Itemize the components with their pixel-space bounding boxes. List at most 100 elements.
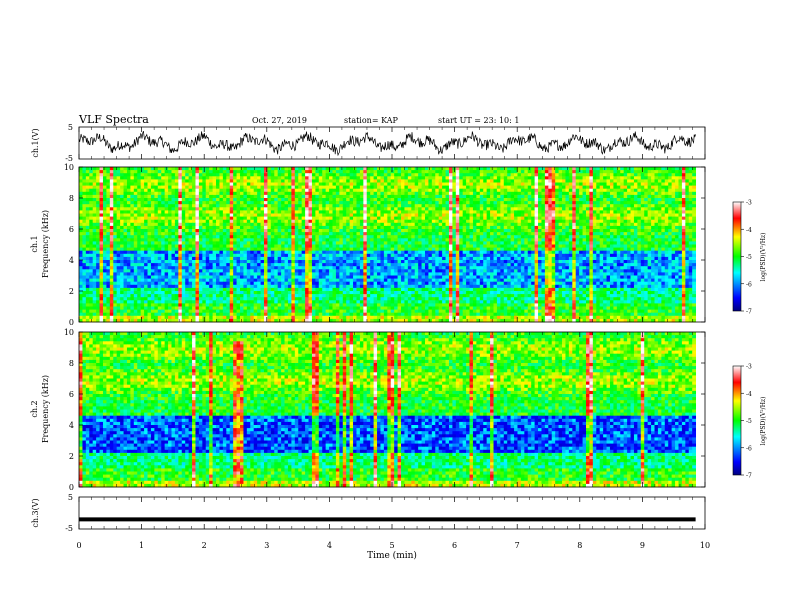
spectrogram-cell <box>599 188 604 193</box>
spectrogram-cell <box>305 210 309 214</box>
spectrogram-cell <box>510 188 515 193</box>
spectrogram-cell <box>562 167 566 171</box>
spectrogram-cell <box>692 179 697 183</box>
spectrogram-cell <box>311 176 316 180</box>
spectrogram-cell <box>452 194 457 199</box>
spectrogram-cell <box>435 235 440 239</box>
spectrogram-cell <box>116 201 121 205</box>
spectrogram-cell <box>496 247 501 252</box>
spectrogram-cell <box>517 213 522 217</box>
spectrogram-cell <box>404 204 409 208</box>
spectrogram-cell <box>572 182 577 186</box>
spectrogram-cell <box>154 244 159 248</box>
spectrogram-cell <box>301 235 306 239</box>
figure-title: VLF Spectra <box>78 113 149 126</box>
spectrogram-cell <box>582 179 587 183</box>
spectrogram-cell <box>544 238 549 242</box>
spectrogram-cell <box>490 191 494 196</box>
spectrogram-cell <box>397 238 402 242</box>
spectrogram-cell <box>222 170 227 174</box>
spectrogram-cell <box>685 222 690 227</box>
spectrogram-cell <box>356 238 361 242</box>
spectrogram-cell <box>414 225 419 230</box>
spectrogram-cell <box>503 241 508 245</box>
spectrogram-cell <box>222 201 227 205</box>
spectrogram-cell <box>517 207 522 211</box>
spectrogram-cell <box>240 241 244 245</box>
spectrogram-cell <box>181 194 186 199</box>
spectrogram-cell <box>99 170 104 174</box>
spectrogram-cell <box>113 185 118 190</box>
spectrogram-cell <box>366 216 371 221</box>
spectrogram-cell <box>137 179 142 183</box>
spectrogram-cell <box>147 210 152 214</box>
start-time-label: start UT = 23: 10: 1 <box>438 116 519 125</box>
spectrogram-cell <box>681 182 686 186</box>
spectrogram-cell <box>459 167 464 171</box>
spectrogram-cell <box>538 210 542 214</box>
spectrogram-cell <box>246 198 251 202</box>
spectrogram-cell <box>287 229 292 233</box>
spectrogram-cell <box>445 170 450 174</box>
spectrogram-cell <box>517 238 522 242</box>
spectrogram-cell <box>229 173 234 177</box>
spectrogram-cell <box>404 213 409 217</box>
spectrogram-cell <box>329 179 333 183</box>
spectrogram-cell <box>579 210 583 214</box>
spectrogram-cell <box>627 173 631 177</box>
spectrogram-cell <box>154 222 159 227</box>
spectrogram-cell <box>222 210 227 214</box>
spectrogram-cell <box>493 241 498 245</box>
spectrogram-cell <box>661 235 666 239</box>
spectrogram-cell <box>418 185 422 190</box>
spectrogram-cell <box>137 238 142 242</box>
spectrogram-cell <box>257 182 261 186</box>
spectrogram-cell <box>644 204 649 208</box>
spectrogram-cell <box>394 235 398 239</box>
spectrogram-cell <box>486 225 491 230</box>
spectrogram-cell <box>185 247 190 252</box>
spectrogram-cell <box>448 238 453 242</box>
spectrogram-cell <box>363 229 368 233</box>
spectrogram-cell <box>168 198 172 202</box>
spectrogram-cell <box>178 250 183 255</box>
spectrogram-cell <box>315 232 320 236</box>
spectrogram-cell <box>335 222 340 227</box>
spectrogram-cell <box>442 191 446 196</box>
spectrogram-cell <box>675 176 679 180</box>
spectrogram-cell <box>192 232 196 236</box>
spectrogram-cell <box>448 173 453 177</box>
spectrogram-cell <box>226 201 231 205</box>
spectrogram-cell <box>469 179 474 183</box>
spectrogram-cell <box>503 198 508 202</box>
spectrogram-cell <box>233 232 237 236</box>
spectrogram-cell <box>524 182 529 186</box>
spectrogram-cell <box>294 229 299 233</box>
spectrogram-cell <box>479 188 484 193</box>
spectrogram-cell <box>688 222 693 227</box>
spectrogram-cell <box>291 219 296 224</box>
spectrogram-cell <box>150 250 155 255</box>
spectrogram-cell <box>397 219 402 224</box>
spectrogram-cell <box>469 216 474 221</box>
spectrogram-cell <box>445 179 450 183</box>
spectrogram-cell <box>205 247 210 252</box>
spectrogram-cell <box>418 210 422 214</box>
spectrogram-cell <box>198 198 203 202</box>
spectrogram-cell <box>236 170 241 174</box>
spectrogram-cell <box>459 191 464 196</box>
spectrogram-cell <box>222 229 227 233</box>
spectrogram-cell <box>620 235 625 239</box>
spectrogram-cell <box>390 185 395 190</box>
spectrogram-cell <box>411 167 416 171</box>
spectrogram-cell <box>171 207 176 211</box>
spectrogram-cell <box>394 250 398 255</box>
spectrogram-cell <box>353 201 357 205</box>
spectrogram-cell <box>133 182 138 186</box>
spectrogram-cell <box>671 232 676 236</box>
spectrogram-cell <box>630 247 635 252</box>
spectrogram-cell <box>445 210 450 214</box>
spectrogram-cell <box>346 198 351 202</box>
spectrogram-cell <box>178 194 183 199</box>
spectrogram-cell <box>472 216 477 221</box>
